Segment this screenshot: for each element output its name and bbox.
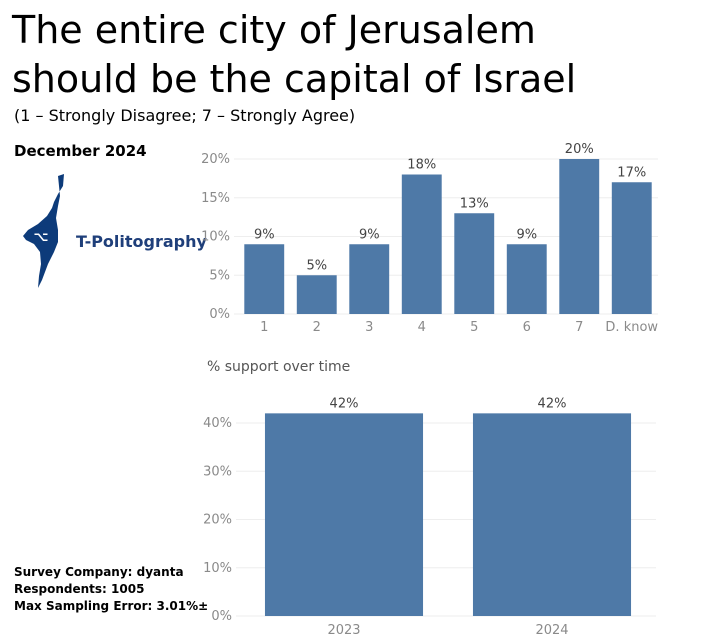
x-tick-label-0-7: D. know xyxy=(605,320,658,335)
bar-0-6 xyxy=(559,159,600,314)
value-label-1-0: 42% xyxy=(330,396,359,411)
survey-company: Survey Company: dyanta xyxy=(14,565,184,579)
y-tick-label-1-3: 30% xyxy=(203,464,232,479)
logo: ⌥ T-Politography xyxy=(20,172,207,292)
title-line-2: should be the capital of Israel xyxy=(12,57,577,101)
x-tick-label-0-6: 7 xyxy=(575,320,583,335)
bar-0-0 xyxy=(244,244,285,314)
scale-subtitle: (1 – Strongly Disagree; 7 – Strongly Agr… xyxy=(14,106,356,125)
value-label-1-1: 42% xyxy=(538,396,567,411)
x-tick-label-1-1: 2024 xyxy=(535,623,568,638)
x-tick-label-0-2: 3 xyxy=(365,320,373,335)
value-label-0-7: 17% xyxy=(617,165,646,180)
logo-text: T-Politography xyxy=(76,232,207,251)
title-line-1: The entire city of Jerusalem xyxy=(12,8,536,52)
y-tick-label-1-0: 0% xyxy=(211,609,232,624)
x-tick-label-0-5: 6 xyxy=(523,320,531,335)
y-tick-label-1-1: 10% xyxy=(203,561,232,576)
x-tick-label-0-0: 1 xyxy=(260,320,268,335)
bar-0-2 xyxy=(349,244,390,314)
y-tick-label-0-0: 0% xyxy=(209,307,230,322)
y-tick-label-0-3: 15% xyxy=(201,191,230,206)
bar-1-1 xyxy=(472,413,632,616)
value-label-0-3: 18% xyxy=(407,158,436,173)
respondents: Respondents: 1005 xyxy=(14,582,145,596)
y-tick-label-0-2: 10% xyxy=(201,230,230,245)
x-tick-label-0-1: 2 xyxy=(313,320,321,335)
response-distribution-chart: 0%5%10%15%20%9%15%29%318%413%59%620%717%… xyxy=(201,142,658,335)
bar-0-7 xyxy=(611,182,652,314)
y-tick-label-0-4: 20% xyxy=(201,152,230,167)
chart-title-1: % support over time xyxy=(207,359,350,375)
y-tick-label-0-1: 5% xyxy=(209,268,230,283)
sampling-error: Max Sampling Error: 3.01%± xyxy=(14,599,209,613)
value-label-0-5: 9% xyxy=(516,227,537,242)
value-label-0-2: 9% xyxy=(359,227,380,242)
y-tick-label-1-4: 40% xyxy=(203,416,232,431)
value-label-0-6: 20% xyxy=(565,142,594,157)
bar-1-0 xyxy=(264,413,424,616)
bar-0-1 xyxy=(296,275,337,314)
x-tick-label-0-4: 5 xyxy=(470,320,478,335)
survey-footer: Survey Company: dyanta Respondents: 1005… xyxy=(14,564,208,615)
x-tick-label-0-3: 4 xyxy=(418,320,426,335)
israel-map-icon: ⌥ xyxy=(23,174,64,288)
value-label-0-1: 5% xyxy=(306,258,327,273)
survey-date: December 2024 xyxy=(14,142,147,160)
bar-0-5 xyxy=(506,244,547,314)
bar-0-3 xyxy=(401,174,442,314)
page-title: The entire city of Jerusalem should be t… xyxy=(12,6,612,104)
value-label-0-4: 13% xyxy=(460,196,489,211)
svg-text:⌥: ⌥ xyxy=(34,230,49,245)
value-label-0-0: 9% xyxy=(254,227,275,242)
bar-0-4 xyxy=(454,213,495,314)
y-tick-label-1-2: 20% xyxy=(203,513,232,528)
x-tick-label-1-0: 2023 xyxy=(327,623,360,638)
